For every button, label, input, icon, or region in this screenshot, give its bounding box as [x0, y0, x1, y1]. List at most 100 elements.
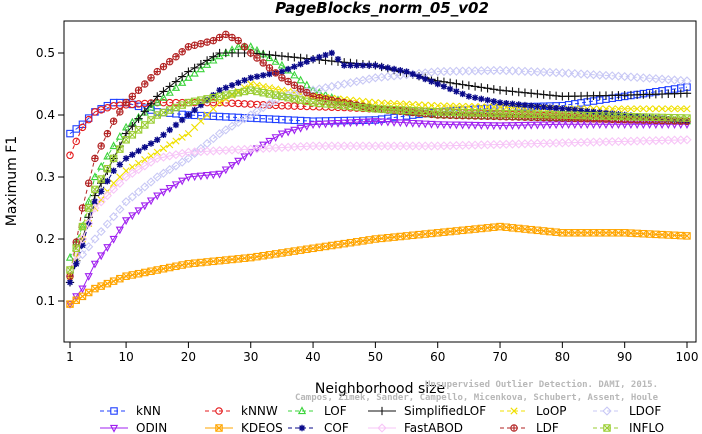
y-axis-label: Maximum F1	[4, 136, 20, 226]
point-simplifiedlof	[477, 83, 486, 92]
point-fastabod	[102, 190, 113, 201]
point-ldof	[252, 106, 262, 116]
point-fastabod	[620, 136, 630, 146]
point-cof	[278, 68, 286, 75]
point-odin	[489, 122, 498, 131]
point-simplifiedlof	[539, 90, 548, 99]
point-ldof	[595, 70, 605, 80]
point-loop	[683, 105, 691, 113]
legend-marker-loop	[510, 407, 518, 415]
point-fastabod	[551, 138, 561, 148]
point-fastabod	[626, 136, 636, 146]
point-cof	[465, 93, 473, 100]
point-loop	[203, 111, 211, 119]
point-lof	[209, 55, 218, 64]
point-cof	[534, 103, 541, 110]
point-fastabod	[657, 135, 667, 146]
point-ldof	[221, 125, 231, 135]
point-inflo-cross	[564, 111, 573, 119]
point-fastabod	[333, 141, 343, 151]
point-fastabod	[476, 140, 486, 150]
point-kdeos-cross	[677, 232, 685, 240]
point-loop	[446, 102, 454, 110]
point-inflo-cross	[91, 185, 99, 193]
point-inflo-cross	[128, 131, 136, 139]
point-fastabod	[302, 141, 312, 151]
point-kdeos-cross	[515, 224, 523, 233]
point-kdeos-cross	[315, 243, 323, 251]
point-odin	[308, 121, 318, 130]
legend-item-loop: LoOP	[500, 404, 567, 418]
legend-label-odin: ODIN	[136, 421, 167, 434]
point-odin	[527, 121, 536, 130]
point-lof	[296, 75, 305, 84]
point-cof	[509, 100, 516, 108]
point-ldf-plus	[247, 49, 254, 57]
point-fastabod	[489, 139, 499, 150]
point-odin	[458, 121, 467, 130]
point-kdeos-cross	[552, 228, 560, 236]
point-cof	[91, 198, 99, 205]
point-inflo-cross	[191, 97, 199, 105]
series-kdeos	[66, 222, 691, 308]
point-kdeos-cross	[471, 225, 479, 233]
point-fastabod	[370, 141, 381, 151]
point-ldf-plus	[110, 118, 117, 125]
point-simplifiedlof	[184, 67, 193, 76]
legend-label-ldof: LDOF	[629, 404, 661, 418]
point-kdeos-cross	[178, 261, 186, 269]
point-kdeos-cross	[409, 231, 417, 239]
point-inflo-cross	[234, 89, 242, 97]
point-fastabod	[389, 141, 399, 151]
point-fastabod	[84, 218, 94, 229]
point-simplifiedlof	[202, 56, 212, 65]
point-lof	[97, 161, 106, 170]
point-inflo-cross	[353, 103, 361, 111]
point-inflo-cross	[178, 101, 186, 109]
point-kdeos-cross	[614, 229, 623, 237]
point-inflo-cross	[664, 114, 672, 122]
point-simplifiedlof	[452, 79, 461, 88]
point-odin	[202, 172, 212, 180]
point-odin	[146, 197, 156, 206]
point-lof	[115, 131, 124, 140]
point-fastabod	[514, 139, 524, 149]
point-cof	[341, 62, 348, 69]
point-cof	[546, 104, 554, 111]
point-knn	[66, 129, 74, 138]
point-cof	[615, 111, 622, 118]
point-ldof	[663, 74, 673, 85]
point-inflo-cross	[614, 112, 623, 120]
point-cof	[365, 62, 373, 69]
point-ldof	[626, 72, 636, 82]
x-tick-label: 40	[305, 350, 320, 364]
point-inflo-cross	[78, 223, 87, 231]
point-odin	[246, 149, 255, 157]
point-kdeos-cross	[309, 244, 317, 252]
point-kdeos-cross	[284, 248, 292, 256]
point-ldf-plus	[291, 82, 298, 89]
point-kdeos-cross	[608, 229, 616, 237]
point-odin	[78, 285, 87, 294]
point-simplifiedlof	[271, 51, 280, 60]
point-odin	[227, 162, 237, 170]
point-ldof	[327, 81, 337, 92]
point-odin	[433, 121, 442, 130]
point-kdeos-cross	[297, 246, 305, 254]
point-kdeos-cross	[670, 231, 679, 239]
point-fastabod	[376, 141, 387, 151]
point-loop	[427, 101, 436, 109]
point-inflo-cross	[321, 100, 330, 108]
point-ldf-plus	[178, 48, 186, 55]
point-cof	[222, 84, 230, 91]
point-ldf-plus	[147, 74, 155, 81]
legend-marker-fastabod	[377, 423, 387, 433]
point-cof	[66, 279, 74, 286]
point-loop	[608, 105, 616, 113]
point-loop	[259, 82, 267, 91]
point-lof	[159, 92, 168, 101]
point-inflo-cross	[452, 108, 460, 116]
legend-marker-cof	[298, 424, 306, 432]
point-kdeos-cross	[527, 226, 535, 234]
point-loop	[421, 101, 429, 109]
